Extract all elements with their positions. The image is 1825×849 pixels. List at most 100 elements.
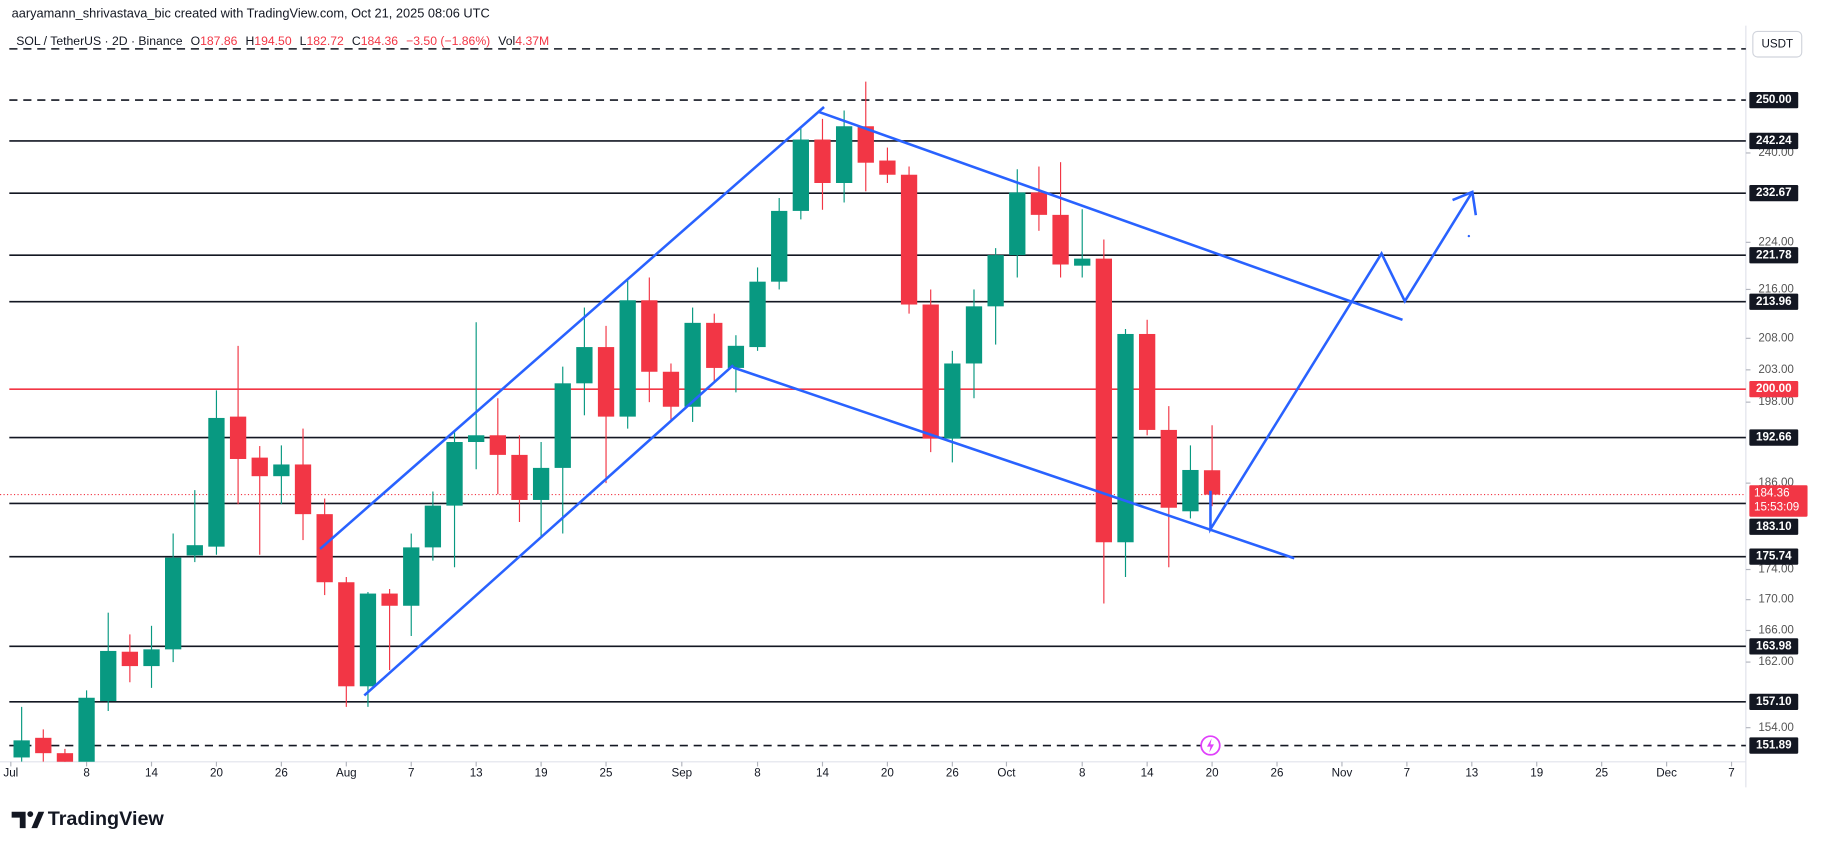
- candle-body: [706, 322, 723, 368]
- candle-body: [792, 139, 809, 211]
- event-icon: [1200, 735, 1221, 756]
- currency: USDT: [1761, 37, 1793, 50]
- channel-lower: [363, 364, 735, 697]
- legend-value: 4.37M: [515, 34, 549, 48]
- candle-body: [1052, 214, 1069, 265]
- y-tick-label: 162.00: [1758, 655, 1794, 668]
- x-tick-label: 14: [1141, 766, 1154, 779]
- brand: TradingView: [48, 808, 165, 830]
- price-axis: 154.00162.00166.00170.00174.00186.00198.…: [1745, 91, 1808, 754]
- candle-body: [641, 300, 658, 372]
- level-label-box: [1749, 638, 1799, 655]
- x-tick-label: Oct: [997, 766, 1016, 779]
- x-tick-label: Sep: [671, 766, 692, 779]
- candle-body: [576, 347, 593, 384]
- projection-arrow: [1209, 191, 1474, 534]
- x-tick-label: 26: [275, 766, 288, 779]
- candle-body: [987, 255, 1004, 307]
- x-tick-label: Jul: [3, 766, 18, 779]
- x-tick-label: 13: [1465, 766, 1478, 779]
- candle-body: [208, 417, 225, 547]
- x-tick-label: 19: [1530, 766, 1543, 779]
- candle-body: [1030, 192, 1048, 215]
- candle-body: [1160, 429, 1177, 508]
- candle-body: [511, 454, 528, 500]
- legend-key: L: [300, 34, 307, 48]
- symbol: SOL / TetherUS · 2D · Binance: [16, 34, 182, 48]
- y-tick-label: 154.00: [1758, 721, 1794, 734]
- level-label: 192.66: [1756, 431, 1792, 444]
- candle-body: [944, 363, 961, 439]
- level-label: 163.98: [1756, 639, 1792, 652]
- candle-body: [900, 174, 918, 305]
- candle-body: [554, 383, 571, 468]
- candle-body: [294, 464, 312, 515]
- candle-body: [857, 126, 874, 163]
- candles: [13, 81, 1221, 762]
- level-label-box: [1749, 185, 1799, 202]
- level-label-box: [1749, 132, 1799, 150]
- candle-body: [338, 582, 355, 687]
- candle-body: [727, 345, 745, 368]
- level-label-box: [1749, 293, 1799, 310]
- y-tick-label: 198.00: [1758, 395, 1794, 408]
- y-tick-label: 166.00: [1758, 624, 1794, 637]
- wedge-upper: [817, 110, 1403, 322]
- time-axis: Jul 8 14 20 26 Aug 7 13 19 25 Sep 8 14 20 26 Oct 8 14 20 26…: [3, 761, 1735, 779]
- candle-body: [1182, 469, 1199, 512]
- candle-body: [1138, 333, 1156, 430]
- countdown: 15:53:09: [1754, 500, 1799, 513]
- legend-value: 194.50: [254, 34, 292, 48]
- x-tick-label: 7: [1728, 766, 1734, 779]
- y-tick-label: 203.00: [1758, 363, 1794, 376]
- x-tick-label: 25: [1595, 766, 1608, 779]
- candle-body: [749, 281, 766, 348]
- legend-value: 182.72: [306, 34, 344, 48]
- level-label: 232.67: [1756, 186, 1792, 199]
- x-tick-label: 26: [1271, 766, 1284, 779]
- candle-body: [273, 464, 290, 477]
- x-tick-label: 8: [83, 766, 89, 779]
- legend-key: Vol: [498, 34, 515, 48]
- candle-body: [1117, 333, 1134, 543]
- y-tick-label: 170.00: [1758, 593, 1794, 606]
- level-label-box: [1749, 693, 1799, 711]
- arrow-head: [1452, 190, 1478, 216]
- x-tick-label: 19: [535, 766, 548, 779]
- candle-body: [35, 737, 52, 754]
- level-label-box: [1749, 518, 1799, 535]
- y-tick-label: 216.00: [1758, 283, 1794, 296]
- candle-body: [1095, 258, 1113, 543]
- candle-body: [468, 435, 485, 443]
- candle-body: [13, 740, 30, 758]
- candle-body: [684, 322, 701, 407]
- dot: [1467, 234, 1471, 238]
- candle-body: [532, 467, 550, 500]
- candle-body: [771, 210, 788, 282]
- candle-body: [165, 557, 182, 650]
- y-tick-label: 240.00: [1758, 146, 1794, 159]
- level-label: 151.89: [1756, 739, 1792, 752]
- wedge-lower: [732, 366, 1295, 560]
- level-label: 213.96: [1756, 295, 1792, 308]
- x-tick-label: 20: [210, 766, 223, 779]
- x-tick-label: Dec: [1656, 766, 1677, 779]
- x-tick-label: 13: [470, 766, 483, 779]
- candle-body: [489, 435, 506, 455]
- level-label: 221.78: [1756, 248, 1792, 261]
- x-tick-label: 7: [1404, 766, 1410, 779]
- legend-key: O: [191, 34, 201, 48]
- level-label: 157.10: [1756, 695, 1792, 708]
- legend: SOL / TetherUS · 2D · Binance O187.86 H1…: [16, 34, 549, 48]
- candle-body: [879, 160, 896, 175]
- legend-change: −3.50 (−1.86%): [406, 34, 490, 48]
- legend-value: 184.36: [361, 34, 399, 48]
- candle-body: [316, 514, 333, 583]
- candle-body: [229, 416, 247, 459]
- x-tick-label: 8: [1079, 766, 1085, 779]
- candle-body: [965, 306, 983, 364]
- candle-body: [662, 371, 680, 407]
- level-label-box: [1749, 548, 1799, 565]
- y-tick-label: 208.00: [1758, 331, 1794, 344]
